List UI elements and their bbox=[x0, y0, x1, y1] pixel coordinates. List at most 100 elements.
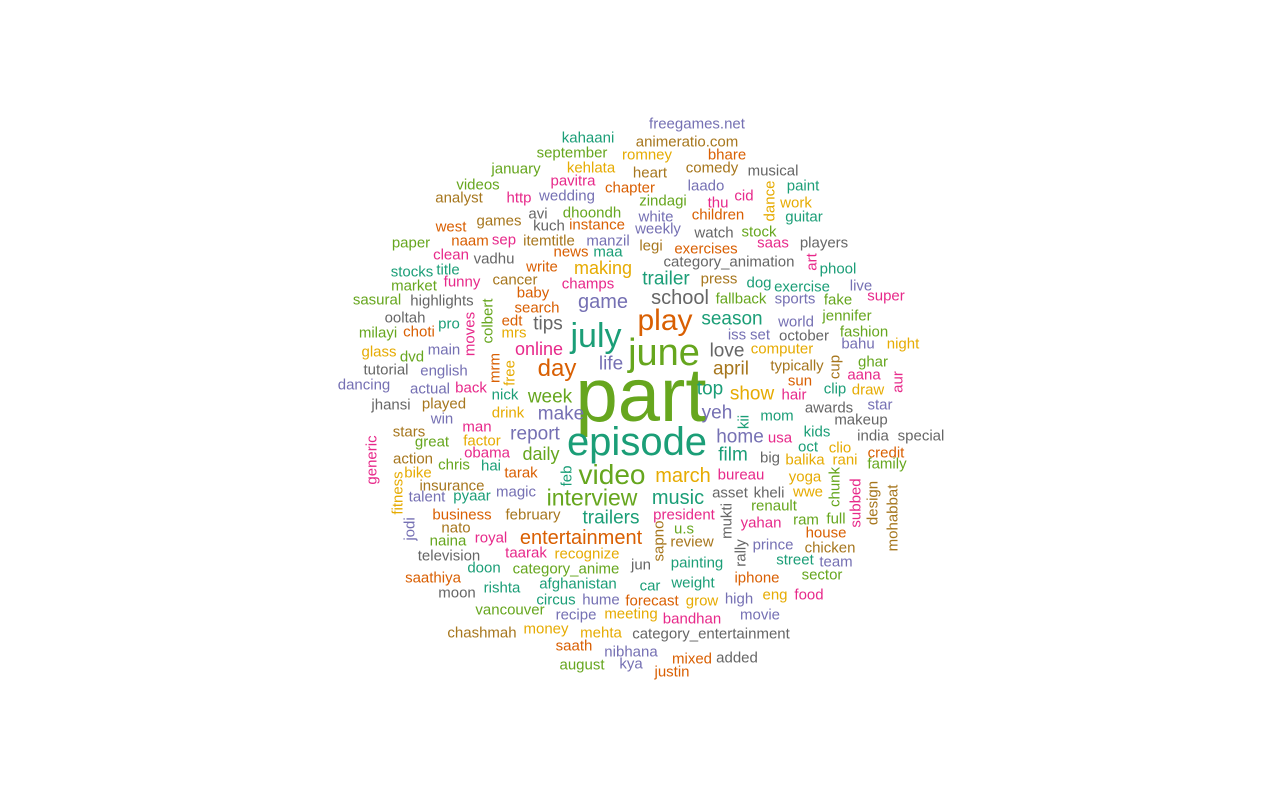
word-thu: thu bbox=[707, 194, 729, 212]
word-india: india bbox=[857, 427, 889, 445]
word-saathiya: saathiya bbox=[405, 569, 461, 587]
word-naam: naam bbox=[451, 232, 489, 250]
word-category-anime: category_anime bbox=[512, 560, 620, 578]
word-sasural: sasural bbox=[352, 291, 402, 309]
word-mixed: mixed bbox=[671, 650, 713, 668]
word-bhare: bhare bbox=[707, 146, 747, 164]
word-october: october bbox=[778, 327, 830, 345]
word-mehta: mehta bbox=[580, 624, 622, 642]
word-factor: factor bbox=[463, 432, 501, 450]
word-painting: painting bbox=[670, 554, 724, 572]
word-kids: kids bbox=[803, 423, 831, 441]
word-great: great bbox=[414, 433, 450, 451]
word-tips: tips bbox=[533, 313, 563, 335]
word-july: july bbox=[570, 317, 622, 355]
word-iss: iss bbox=[727, 326, 747, 344]
word-u-s: u.s bbox=[673, 520, 695, 538]
word-video: video bbox=[578, 459, 646, 490]
word-top: top bbox=[696, 378, 724, 400]
word-animeratio-com: animeratio.com bbox=[635, 133, 739, 151]
word-bahu: bahu bbox=[841, 335, 875, 353]
word-jennifer: jennifer bbox=[822, 307, 872, 325]
word-games: games bbox=[476, 212, 522, 230]
word-clio: clio bbox=[828, 439, 852, 457]
word-oct: oct bbox=[797, 438, 819, 456]
word-justin: justin bbox=[654, 663, 690, 681]
word-chris: chris bbox=[438, 456, 470, 474]
word-team: team bbox=[819, 553, 853, 571]
word-grow: grow bbox=[685, 592, 719, 610]
word-kya: kya bbox=[619, 655, 643, 673]
word-aur: aur bbox=[889, 371, 907, 393]
word-romney: romney bbox=[621, 146, 673, 164]
word-august: august bbox=[559, 656, 605, 674]
word-english: english bbox=[420, 362, 468, 380]
word-musical: musical bbox=[747, 162, 799, 180]
word-afghanistan: afghanistan bbox=[539, 575, 617, 593]
word-press: press bbox=[700, 270, 738, 288]
word-forecast: forecast bbox=[625, 592, 679, 610]
word-drink: drink bbox=[491, 404, 525, 422]
word-play: play bbox=[637, 304, 693, 337]
word-generic: generic bbox=[363, 435, 381, 485]
word-glass: glass bbox=[361, 343, 397, 361]
word-mohabbat: mohabbat bbox=[884, 484, 902, 552]
word-feb: feb bbox=[558, 465, 576, 487]
word-actual: actual bbox=[409, 380, 451, 398]
word-pyaar: pyaar bbox=[453, 487, 491, 505]
word-world: world bbox=[778, 313, 814, 331]
word-laado: laado bbox=[687, 177, 725, 195]
word-season: season bbox=[701, 308, 763, 330]
word-january: january bbox=[491, 160, 541, 178]
word-jun: jun bbox=[630, 556, 652, 574]
word-iphone: iphone bbox=[734, 569, 780, 587]
word-weekly: weekly bbox=[635, 220, 681, 238]
word-recipe: recipe bbox=[555, 606, 597, 624]
word-zindagi: zindagi bbox=[639, 192, 687, 210]
word-september: september bbox=[536, 144, 608, 162]
word-kii: kii bbox=[735, 414, 753, 430]
word-day: day bbox=[537, 355, 577, 382]
word-category-animation: category_animation bbox=[663, 253, 795, 271]
word-paint: paint bbox=[786, 177, 820, 195]
word-mrs: mrs bbox=[501, 324, 527, 342]
word-exercises: exercises bbox=[674, 240, 738, 258]
word-man: man bbox=[462, 418, 492, 436]
word-nick: nick bbox=[491, 386, 519, 404]
word-nibhana: nibhana bbox=[604, 643, 658, 661]
word-aana: aana bbox=[847, 366, 881, 384]
word-march: march bbox=[655, 465, 711, 487]
word-cancer: cancer bbox=[492, 271, 538, 289]
word-prince: prince bbox=[752, 536, 794, 554]
word-design: design bbox=[864, 480, 882, 526]
word-mukti: mukti bbox=[718, 503, 736, 539]
word-set: set bbox=[749, 326, 771, 344]
word-mrm: mrm bbox=[486, 353, 504, 383]
word-daily: daily bbox=[522, 444, 560, 464]
word-saas: saas bbox=[757, 234, 789, 252]
word-west: west bbox=[435, 218, 467, 236]
word-maa: maa bbox=[593, 243, 623, 261]
word-usa: usa bbox=[767, 429, 793, 447]
word-edt: edt bbox=[501, 312, 523, 330]
word-legi: legi bbox=[639, 237, 663, 255]
word-fitness: fitness bbox=[389, 471, 407, 515]
word-kahaani: kahaani bbox=[561, 129, 615, 147]
word-week: week bbox=[527, 386, 573, 408]
word-wwe: wwe bbox=[792, 483, 824, 501]
word-stars: stars bbox=[392, 423, 426, 441]
word-game: game bbox=[577, 291, 629, 313]
word-makeup: makeup bbox=[834, 411, 888, 429]
word-insurance: insurance bbox=[419, 477, 485, 495]
word-tutorial: tutorial bbox=[363, 361, 409, 379]
word-phool: phool bbox=[819, 260, 857, 278]
word-cid: cid bbox=[734, 187, 754, 205]
word-street: street bbox=[776, 551, 814, 569]
word-chapter: chapter bbox=[604, 179, 656, 197]
word-entertainment: entertainment bbox=[519, 527, 643, 549]
word-house: house bbox=[805, 524, 847, 542]
word-subbed: subbed bbox=[847, 478, 865, 528]
word-jodi: jodi bbox=[401, 517, 419, 541]
word-moves: moves bbox=[461, 311, 479, 357]
